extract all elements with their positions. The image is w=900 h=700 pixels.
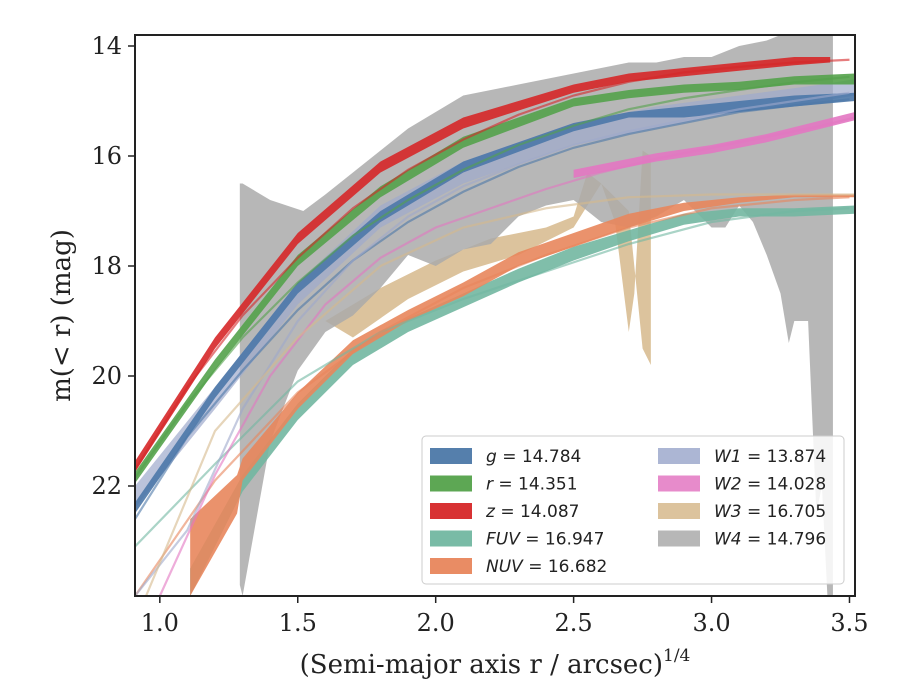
model-line-w3 [145,193,855,596]
legend-swatch-w4 [658,530,700,547]
legend-label-g: g = 14.784 [486,447,581,467]
y-tick-label: 22 [91,472,122,500]
legend-label-r: r = 14.351 [486,475,578,495]
x-tick-label: 2.0 [417,609,455,637]
x-tick-label: 2.5 [555,609,593,637]
band-z [135,57,831,473]
legend: g = 14.784 r = 14.351 z = 14.087 FUV = 16.9… [421,435,845,585]
legend-label-w2: W2 = 14.028 [714,475,826,495]
legend-swatch-fuv [430,530,472,547]
legend-label-w1: W1 = 13.874 [714,447,826,467]
legend-label-w4: W4 = 14.796 [714,530,826,550]
x-axis-label-superscript: 1/4 [663,646,690,666]
legend-label-z: z = 14.087 [485,502,579,522]
x-axis-label: (Semi-major axis r / arcsec)1/4 [300,646,691,680]
model-line-r [135,75,850,479]
x-axis-label-main: (Semi-major axis r / arcsec) [300,650,663,680]
x-axis: 1.0 1.5 2.0 2.5 3.0 3.5 [141,596,869,637]
x-tick-label: 1.5 [279,609,317,637]
legend-label-nuv: NUV = 16.682 [486,557,607,577]
y-axis: 14 16 18 20 22 [91,32,135,500]
legend-swatch-r [430,475,472,492]
model-line-fuv [135,207,850,548]
y-tick-label: 20 [91,362,122,390]
y-axis-label: m(< r) (mag) [47,229,77,402]
legend-label-w3: W3 = 16.705 [714,502,826,522]
model-line-g [135,98,850,520]
model-line-nuv [135,196,850,596]
legend-swatch-nuv [430,558,472,574]
x-tick-label: 3.5 [830,609,868,637]
model-line-w1 [135,91,850,596]
legend-swatch-w2 [658,475,700,492]
x-tick-label: 3.0 [692,609,730,637]
legend-swatch-z [430,503,472,519]
model-line-w2 [158,116,855,596]
legend-box [421,435,845,585]
y-tick-label: 14 [91,32,122,60]
model-line-z [135,58,850,471]
axes-frame [134,34,856,597]
legend-swatch-w1 [658,448,700,464]
legend-swatch-w3 [658,503,700,519]
band-w3 [325,150,651,365]
y-tick-label: 16 [91,142,122,170]
legend-label-fuv: FUV = 16.947 [486,530,604,550]
band-w4 [239,35,833,596]
x-tick-label: 1.0 [141,609,179,637]
legend-swatch-g [430,448,472,464]
band-w1 [135,79,855,508]
y-tick-label: 18 [91,252,122,280]
plot-area [135,35,855,596]
